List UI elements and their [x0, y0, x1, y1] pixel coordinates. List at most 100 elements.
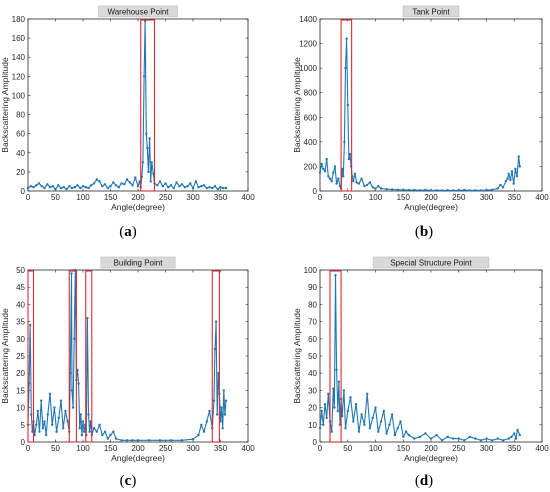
data-point: [41, 427, 45, 430]
y-tick-label: 15: [16, 386, 25, 395]
x-tick-label: 200: [131, 444, 145, 453]
data-point: [191, 438, 195, 441]
data-point: [506, 177, 509, 180]
data-point: [87, 413, 90, 416]
data-point: [191, 186, 195, 190]
y-tick-label: 0: [313, 438, 318, 447]
data-point: [507, 172, 510, 175]
data-point: [40, 399, 43, 402]
data-point: [355, 181, 358, 184]
data-point: [36, 409, 40, 413]
data-point: [80, 433, 84, 437]
data-point: [86, 317, 89, 320]
data-point: [344, 66, 347, 70]
data-point: [81, 185, 85, 188]
data-point: [222, 389, 225, 392]
data-point: [368, 427, 372, 430]
data-point: [327, 392, 330, 395]
data-point: [224, 186, 228, 190]
data-point: [54, 187, 57, 191]
x-tick-label: 400: [535, 444, 549, 453]
data-point: [178, 185, 181, 188]
data-point: [62, 186, 65, 189]
data-point: [64, 409, 67, 413]
data-point: [109, 185, 112, 188]
data-point: [385, 432, 388, 435]
data-point: [360, 177, 363, 180]
data-point: [468, 435, 472, 438]
data-point: [325, 416, 328, 420]
y-axis-label: Backscattering Amplitude: [292, 308, 302, 404]
data-point: [214, 320, 218, 323]
data-point: [79, 413, 83, 416]
y-tick-label: 70: [308, 318, 317, 327]
data-point: [208, 409, 211, 413]
data-point: [344, 427, 347, 430]
data-point: [106, 437, 110, 440]
data-point: [379, 187, 383, 190]
x-tick-label: 100: [369, 193, 383, 202]
data-point: [77, 382, 80, 385]
data-point: [507, 437, 510, 440]
data-point: [363, 423, 366, 426]
data-point: [43, 186, 46, 190]
data-point: [224, 399, 228, 402]
y-tick-label: 45: [16, 283, 25, 292]
data-point: [175, 181, 178, 184]
data-point: [342, 175, 345, 178]
data-point: [73, 186, 77, 189]
x-tick-label: 100: [76, 193, 90, 202]
data-point: [73, 337, 76, 340]
data-point: [211, 186, 214, 190]
panel-label: (b): [415, 224, 433, 240]
x-axis-label: Angle(degree): [111, 202, 165, 212]
data-point: [76, 184, 79, 187]
x-tick-label: 400: [241, 193, 255, 202]
data-point: [353, 172, 357, 175]
data-point: [463, 439, 466, 442]
x-tick-label: 400: [241, 444, 255, 453]
data-point: [57, 416, 60, 420]
data-point: [43, 420, 46, 423]
data-point: [148, 137, 151, 140]
data-point: [70, 272, 73, 275]
highlight-box: [85, 270, 93, 443]
data-point: [374, 406, 377, 409]
data-point: [197, 186, 200, 189]
data-point: [222, 186, 225, 190]
data-point: [125, 439, 129, 442]
x-tick-label: 200: [424, 444, 438, 453]
data-point: [62, 427, 65, 430]
y-tick-label: 200: [304, 162, 318, 171]
data-point: [474, 437, 477, 440]
data-point: [514, 167, 517, 171]
data-point: [479, 189, 483, 192]
x-tick-label: 300: [480, 193, 494, 202]
x-tick-label: 150: [104, 444, 118, 453]
data-point: [101, 185, 104, 188]
data-point: [149, 180, 152, 183]
data-point: [172, 186, 175, 190]
chart-title: Warehouse Point: [107, 8, 169, 17]
x-tick-label: 100: [76, 444, 90, 453]
data-point: [457, 189, 460, 192]
data-point: [114, 437, 118, 440]
y-tick-label: 90: [308, 283, 317, 292]
data-point: [46, 183, 49, 186]
data-point: [123, 183, 126, 186]
data-point: [485, 188, 488, 192]
x-tick-label: 250: [452, 444, 466, 453]
data-point: [48, 392, 52, 395]
data-point: [98, 180, 101, 183]
data-point: [146, 146, 149, 150]
y-tick-label: 60: [308, 335, 317, 344]
data-point: [393, 433, 397, 437]
data-point: [70, 186, 74, 190]
data-point: [490, 439, 494, 442]
x-tick-label: 250: [159, 444, 173, 453]
data-point: [131, 439, 134, 442]
data-point: [68, 185, 71, 188]
y-tick-label: 400: [304, 138, 318, 147]
x-tick-label: 200: [424, 193, 438, 202]
data-point: [446, 189, 449, 192]
